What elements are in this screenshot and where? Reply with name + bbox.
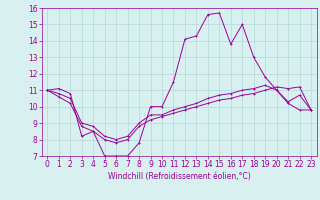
X-axis label: Windchill (Refroidissement éolien,°C): Windchill (Refroidissement éolien,°C) bbox=[108, 172, 251, 181]
